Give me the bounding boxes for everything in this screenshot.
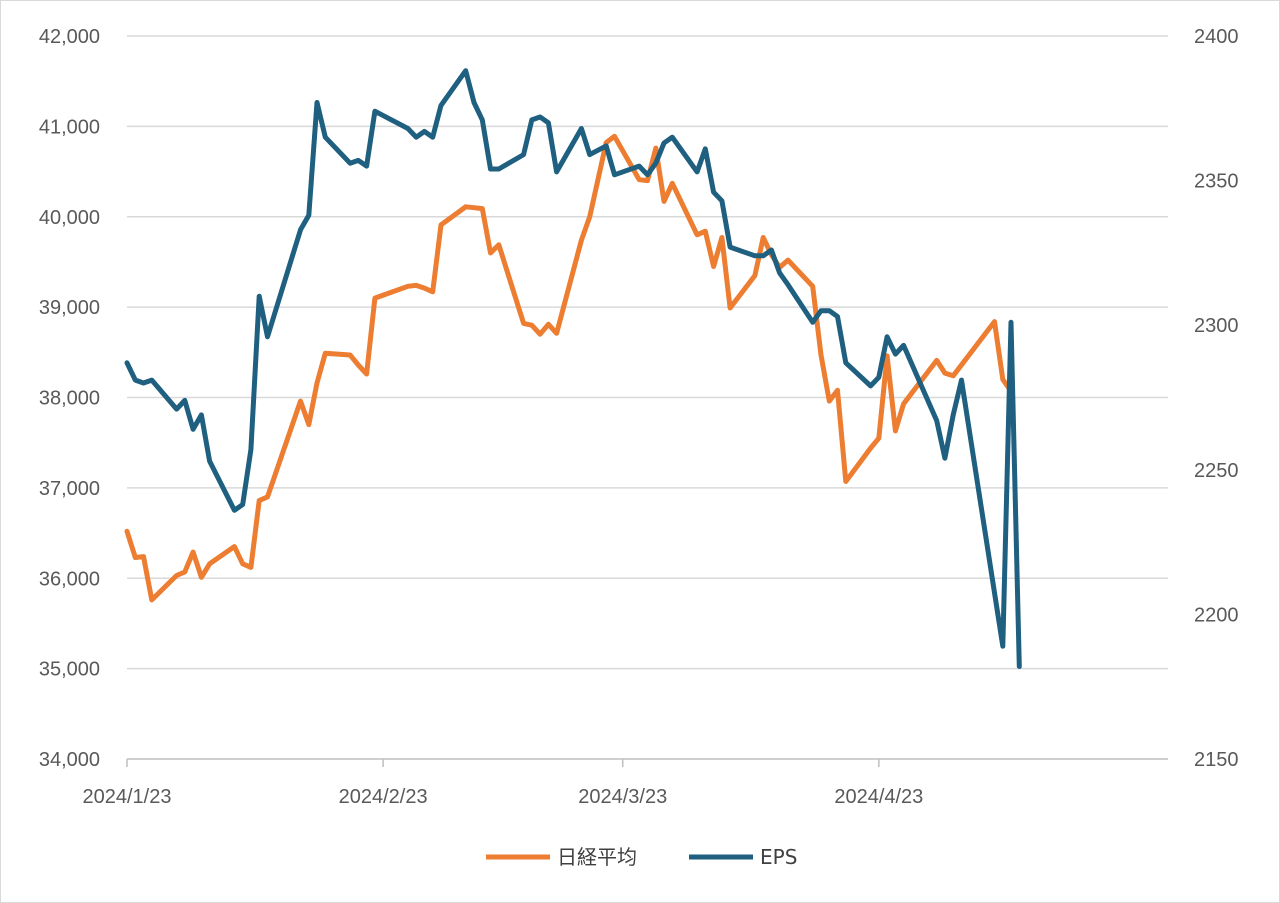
x-axis: 2024/1/23 2024/2/23 2024/3/23 2024/4/23 (83, 758, 1168, 808)
x-tick-label: 2024/4/23 (834, 786, 923, 808)
y-left-tick-label: 36,000 (39, 568, 100, 590)
y-left-tick-label: 40,000 (39, 207, 100, 229)
y-axis-right: 2150 2200 2250 2300 2350 2400 (1194, 26, 1239, 771)
y-right-tick-label: 2150 (1194, 749, 1239, 771)
y-axis-left: 34,000 35,000 36,000 37,000 38,000 39,000 40,0… (39, 26, 100, 771)
y-left-tick-label: 34,000 (39, 749, 100, 771)
y-left-tick-label: 37,000 (39, 478, 100, 500)
y-right-tick-label: 2300 (1194, 315, 1239, 337)
y-left-tick-label: 42,000 (39, 26, 100, 48)
y-right-tick-label: 2200 (1194, 604, 1239, 626)
y-right-tick-label: 2250 (1194, 460, 1239, 482)
y-left-tick-label: 41,000 (39, 116, 100, 138)
y-left-tick-label: 39,000 (39, 297, 100, 319)
series-line-nikkei (124, 133, 1014, 603)
legend: 日経平均 EPS (486, 845, 797, 869)
x-tick-label: 2024/1/23 (83, 786, 172, 808)
legend-label: 日経平均 (557, 845, 637, 869)
y-left-tick-label: 35,000 (39, 659, 100, 681)
legend-label: EPS (760, 845, 797, 869)
x-tick-label: 2024/2/23 (339, 786, 428, 808)
x-tick-label: 2024/3/23 (578, 786, 667, 808)
series-line-eps (124, 68, 1022, 669)
y-left-tick-label: 38,000 (39, 388, 100, 410)
y-right-tick-label: 2400 (1194, 26, 1239, 48)
series-lines (124, 68, 1022, 669)
y-right-tick-label: 2350 (1194, 171, 1239, 193)
